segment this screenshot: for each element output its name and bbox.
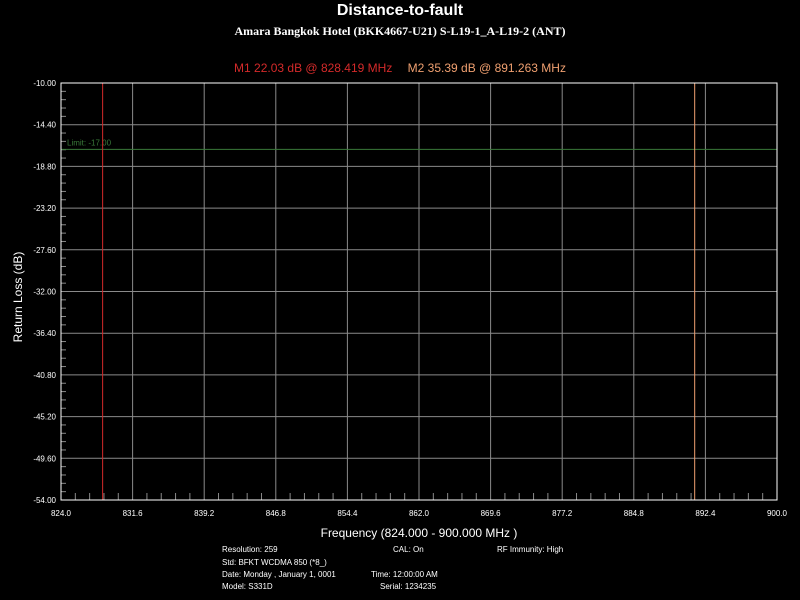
marker-readouts: M1 22.03 dB @ 828.419 MHz M2 35.39 dB @ … [0, 61, 800, 75]
chart-title: Distance-to-fault [336, 2, 464, 19]
x-tick-label: 862.0 [409, 509, 430, 518]
info-model: Model: S331D [222, 582, 273, 591]
limit-label: Limit: -17.00 [67, 138, 112, 147]
info-std: Std: BFKT WCDMA 850 (*8_) [222, 558, 327, 567]
info-serial: Serial: 1234235 [380, 582, 437, 591]
info-date: Date: Monday , January 1, 0001 [222, 570, 336, 579]
y-tick-label: -10.00 [33, 79, 56, 88]
y-tick-label: -32.00 [33, 288, 56, 297]
marker-2-readout: M2 35.39 dB @ 891.263 MHz [407, 61, 566, 75]
x-tick-label: 824.0 [51, 509, 72, 518]
x-tick-label: 831.6 [123, 509, 144, 518]
y-tick-label: -40.80 [33, 371, 56, 380]
info-time: Time: 12:00:00 AM [371, 570, 438, 579]
x-tick-label: 846.8 [266, 509, 287, 518]
y-tick-label: -49.60 [33, 454, 56, 463]
chart-subtitle: Amara Bangkok Hotel (BKK4667-U21) S-L19-… [234, 24, 566, 38]
x-axis-label: Frequency (824.000 - 900.000 MHz ) [320, 526, 518, 540]
info-rf-immunity: RF Immunity: High [497, 545, 564, 554]
y-tick-label: -54.00 [33, 496, 56, 505]
marker-1-readout: M1 22.03 dB @ 828.419 MHz [234, 61, 393, 75]
y-tick-label: -18.80 [33, 162, 56, 171]
y-tick-label: -14.40 [33, 121, 56, 130]
y-axis-label: Return Loss (dB) [11, 251, 25, 343]
x-tick-label: 892.4 [695, 509, 716, 518]
y-tick-label: -36.40 [33, 329, 56, 338]
y-tick-label: -27.60 [33, 246, 56, 255]
x-tick-label: 839.2 [194, 509, 215, 518]
x-tick-label: 869.6 [481, 509, 502, 518]
info-cal: CAL: On [393, 545, 424, 554]
x-tick-label: 884.8 [624, 509, 645, 518]
plot-frame [60, 82, 778, 501]
y-tick-label: -23.20 [33, 204, 56, 213]
x-tick-label: 900.0 [767, 509, 788, 518]
x-tick-label: 854.4 [337, 509, 358, 518]
info-resolution: Resolution: 259 [222, 545, 278, 554]
x-tick-label: 877.2 [552, 509, 573, 518]
y-tick-label: -45.20 [33, 413, 56, 422]
